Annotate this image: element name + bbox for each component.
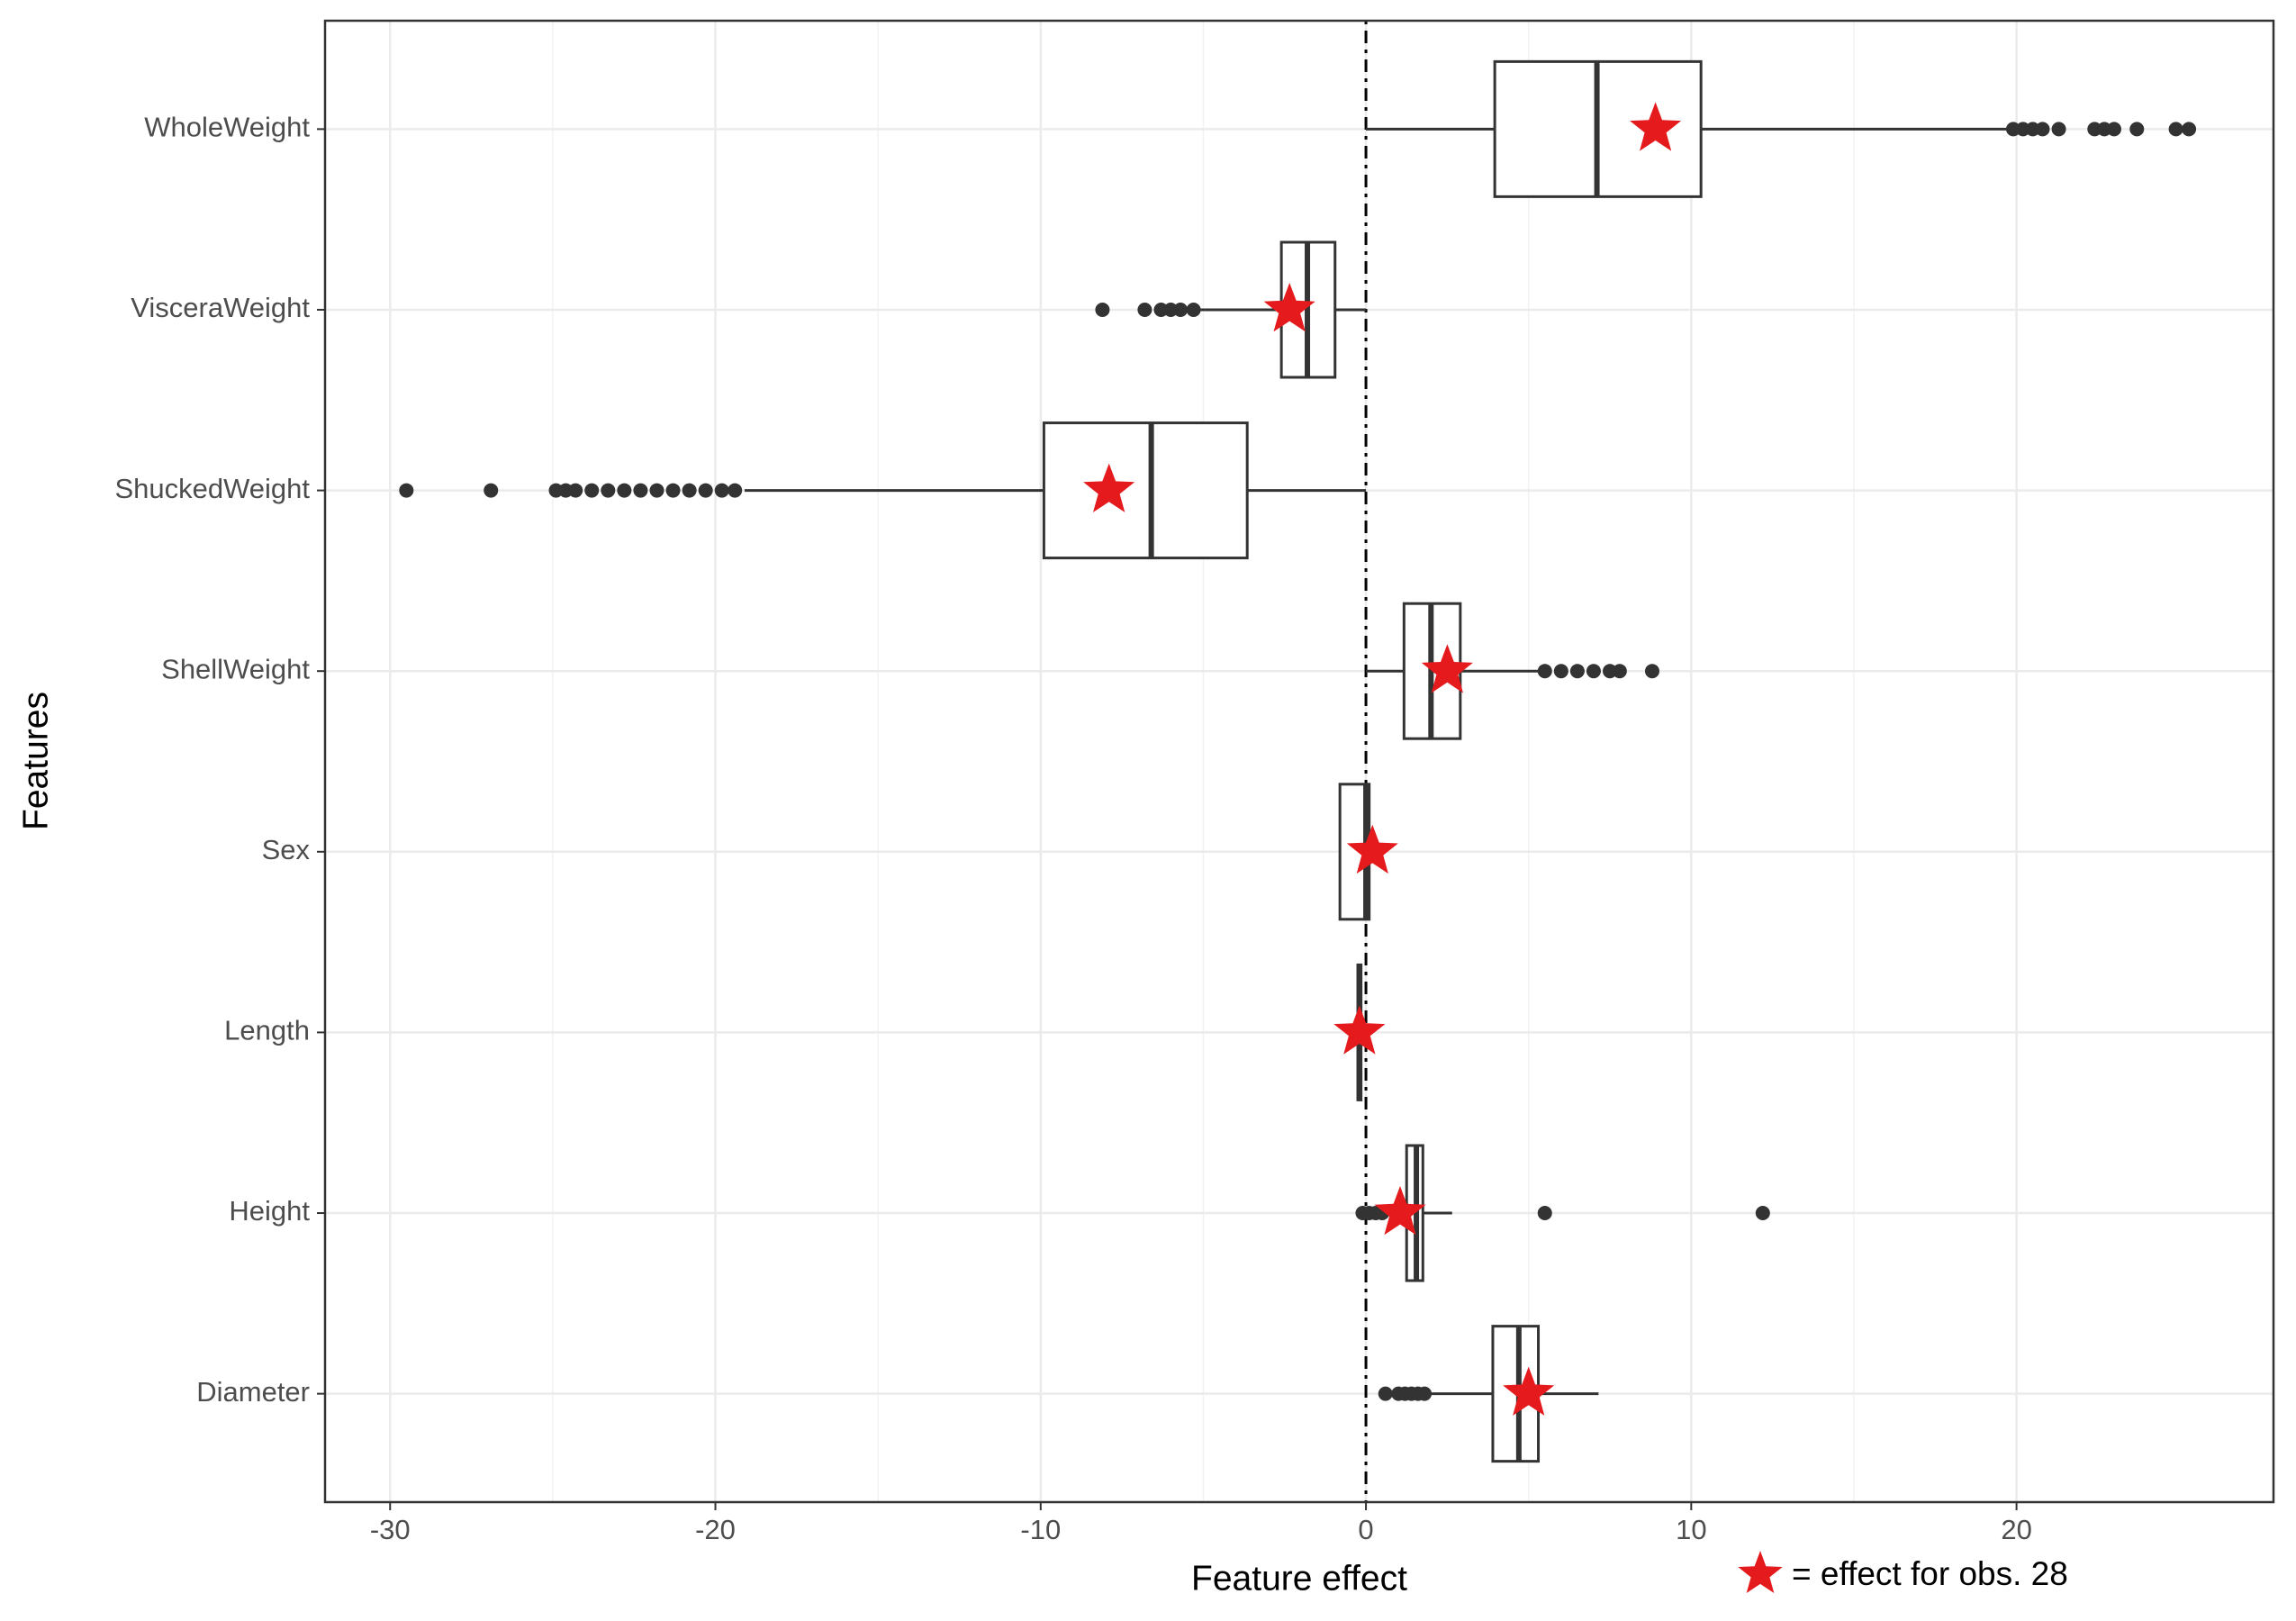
x-tick-label: -10	[1020, 1514, 1061, 1545]
outlier	[2051, 122, 2066, 137]
x-axis-title: Feature effect	[1191, 1559, 1407, 1598]
outlier	[601, 483, 616, 498]
outlier	[1612, 664, 1627, 679]
panel-border	[323, 19, 2275, 1504]
x-tick-label: -20	[695, 1514, 736, 1545]
outlier	[1537, 1206, 1552, 1221]
outlier	[728, 483, 743, 498]
legend-label: = effect for obs. 28	[1792, 1555, 2068, 1592]
outlier	[1644, 664, 1659, 679]
x-tick-label: 10	[1676, 1514, 1706, 1545]
outlier	[1553, 664, 1568, 679]
outlier	[399, 483, 414, 498]
outlier	[484, 483, 499, 498]
y-tick-label: Sex	[262, 834, 311, 865]
y-tick-label: ShuckedWeight	[114, 473, 310, 504]
outlier	[649, 483, 664, 498]
outlier	[617, 483, 632, 498]
y-tick-label: ShellWeight	[161, 653, 310, 684]
outlier	[584, 483, 600, 498]
observation-star	[1333, 1005, 1386, 1055]
outlier	[2106, 122, 2121, 137]
outlier	[1186, 302, 1201, 317]
x-tick-label: 0	[1358, 1514, 1373, 1545]
outlier	[698, 483, 713, 498]
outlier	[2129, 122, 2145, 137]
observation-star	[1346, 824, 1398, 874]
outlier	[1586, 664, 1601, 679]
observation-star	[1083, 463, 1135, 512]
outlier	[1173, 302, 1189, 317]
legend-star	[1738, 1551, 1783, 1593]
y-axis-title: Features	[16, 692, 55, 830]
observation-star	[1374, 1186, 1426, 1236]
observation-star	[1421, 644, 1473, 693]
outlier	[1095, 302, 1110, 317]
outlier	[1378, 1386, 1393, 1401]
y-tick-label: VisceraWeight	[131, 292, 310, 323]
outlier	[714, 483, 729, 498]
observation-star	[1263, 283, 1315, 332]
y-tick-label: WholeWeight	[144, 112, 310, 143]
outlier	[2168, 122, 2183, 137]
y-tick-label: Diameter	[196, 1376, 310, 1408]
outlier	[1137, 302, 1153, 317]
outlier	[1569, 664, 1585, 679]
outlier	[633, 483, 648, 498]
observation-star	[1503, 1366, 1555, 1416]
outlier	[665, 483, 681, 498]
outlier	[568, 483, 583, 498]
observation-star	[1630, 102, 1682, 151]
outlier	[1537, 664, 1552, 679]
outlier	[2035, 122, 2050, 137]
box	[1042, 421, 1249, 560]
x-tick-label: -30	[370, 1514, 411, 1545]
y-tick-label: Length	[224, 1015, 310, 1046]
outlier	[1755, 1206, 1770, 1221]
y-tick-label: Height	[229, 1195, 310, 1227]
outlier	[1417, 1386, 1433, 1401]
outlier	[682, 483, 697, 498]
x-tick-label: 20	[2001, 1514, 2031, 1545]
outlier	[2182, 122, 2197, 137]
